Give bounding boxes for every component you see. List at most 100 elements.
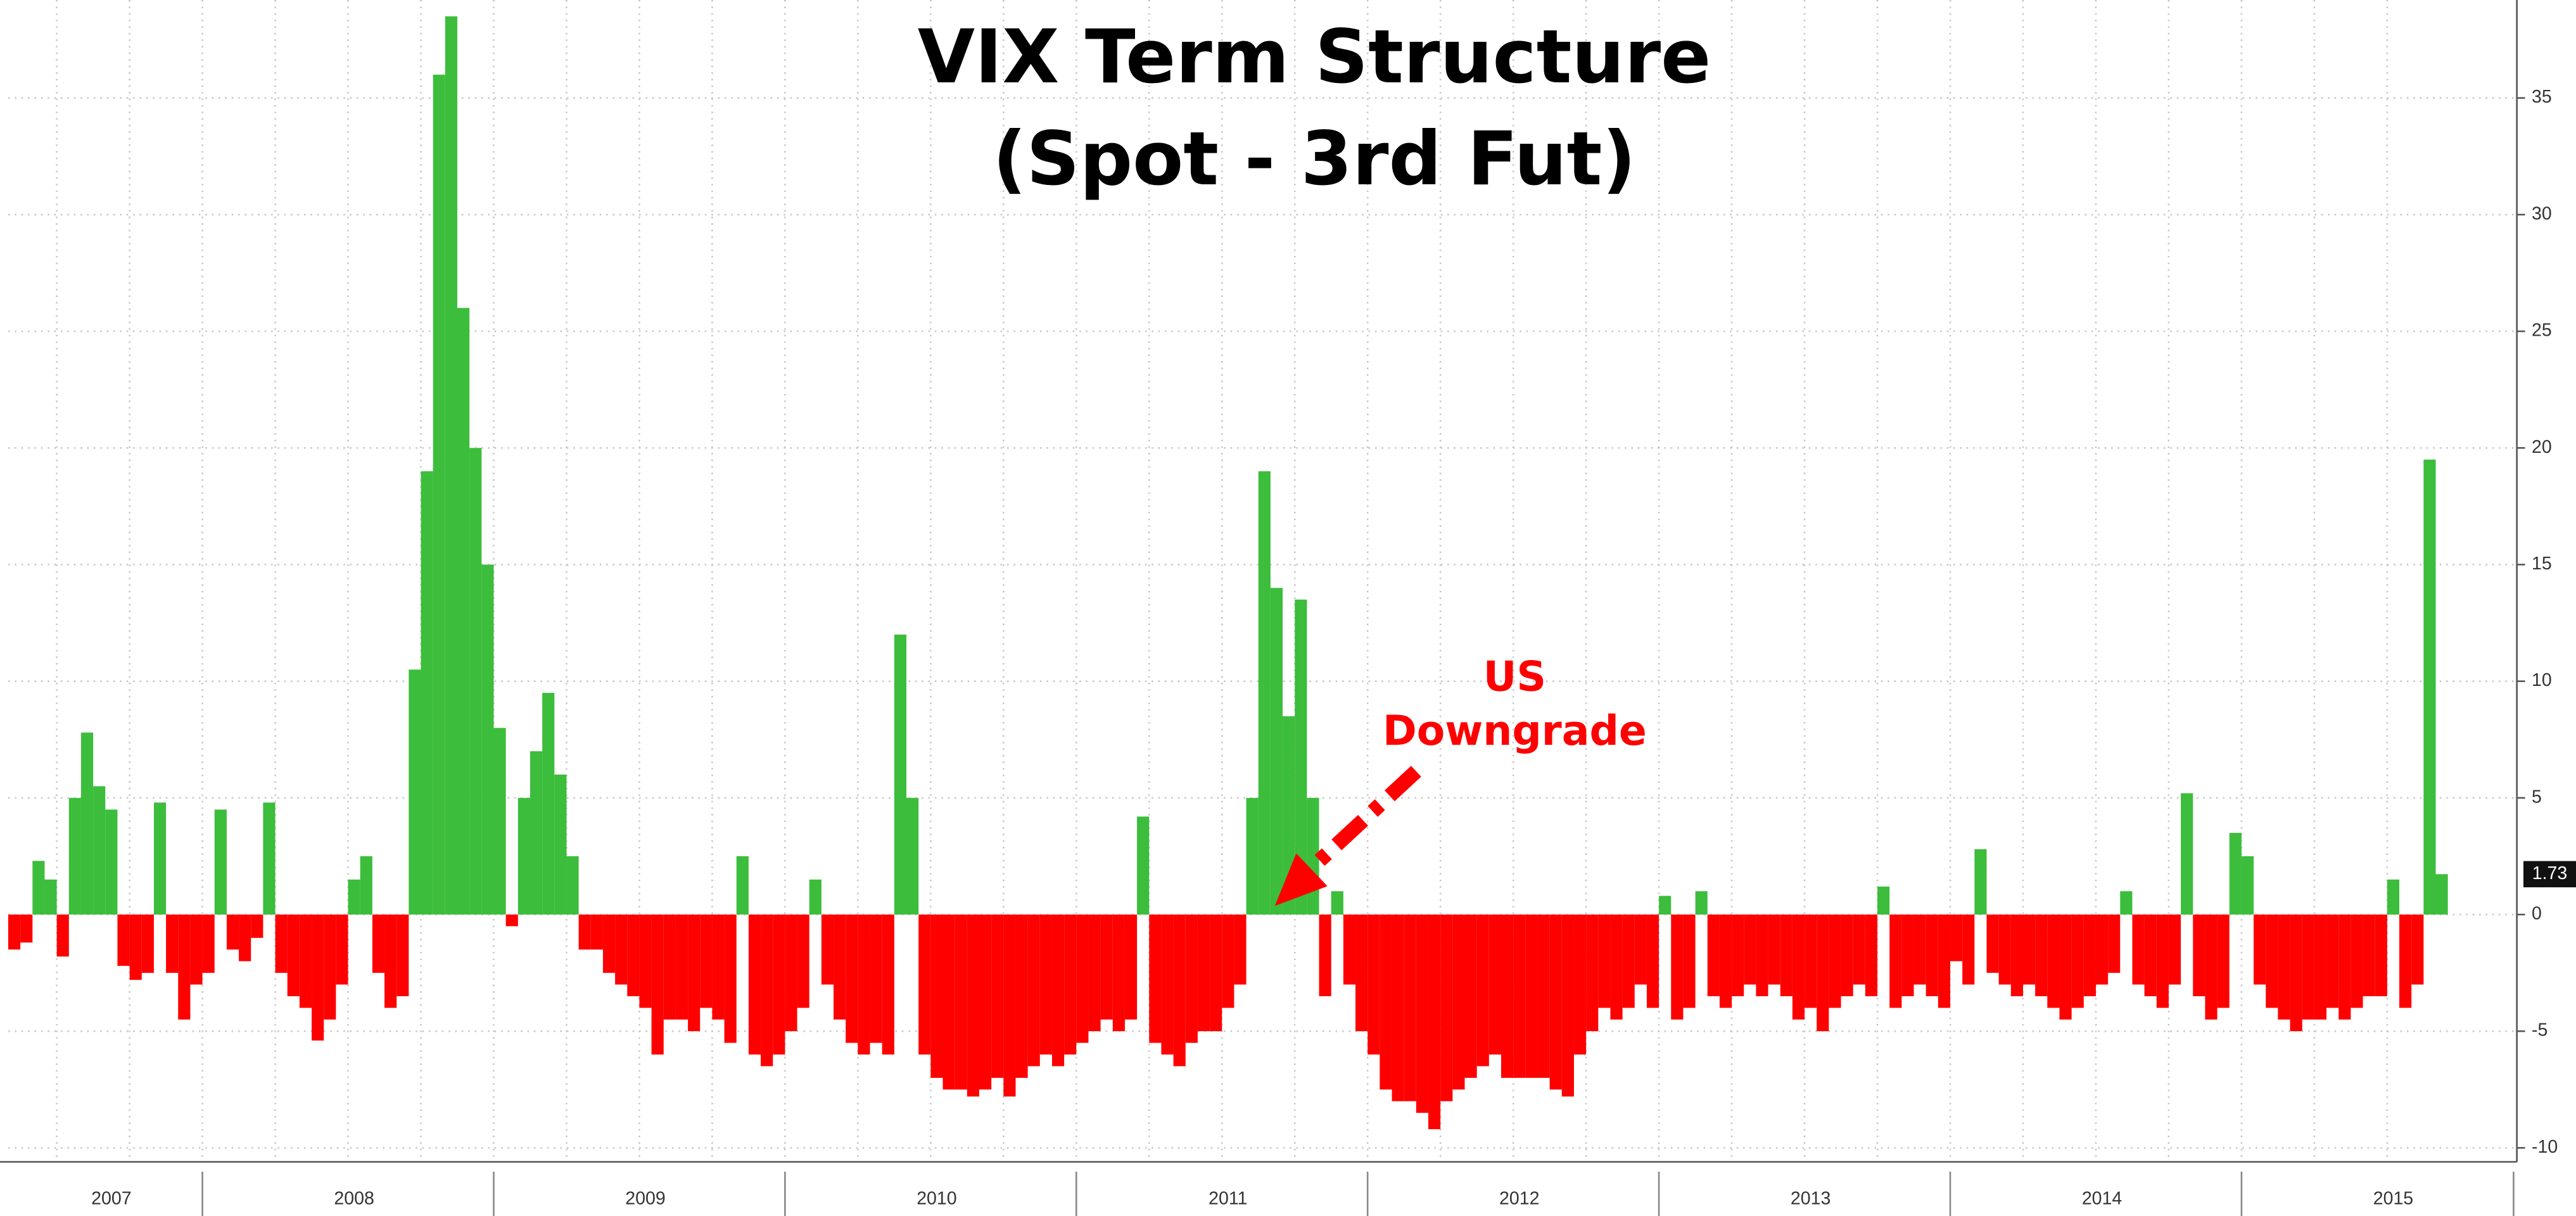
bar <box>1586 915 1599 1032</box>
bar <box>1488 915 1501 1055</box>
bar <box>797 915 809 1008</box>
bar <box>1792 915 1805 1020</box>
bar <box>542 693 555 915</box>
bar <box>1015 915 1028 1078</box>
bar <box>1622 915 1635 1008</box>
bar <box>1744 915 1756 985</box>
bar <box>56 915 69 957</box>
bar <box>336 915 348 985</box>
bar <box>1513 915 1526 1078</box>
bar <box>663 915 676 1020</box>
bar <box>1258 471 1271 915</box>
bar <box>1246 797 1259 915</box>
y-tick-label: 30 <box>2532 203 2552 224</box>
x-tick-label: 2013 <box>1791 1189 1830 1209</box>
y-tick-label: 20 <box>2532 437 2552 457</box>
bar <box>166 915 179 973</box>
bar <box>1913 915 1926 985</box>
bar <box>1732 915 1744 996</box>
bar <box>348 879 360 915</box>
bar <box>627 915 640 996</box>
bar <box>1841 915 1853 996</box>
x-tick-label: 2012 <box>1499 1189 1539 1209</box>
bar <box>1464 915 1477 1078</box>
chart-title: VIX Term Structure <box>918 14 1711 100</box>
bar <box>1707 915 1720 996</box>
bar <box>433 74 445 915</box>
bar <box>105 809 118 915</box>
bar <box>80 732 94 915</box>
bar <box>32 861 45 915</box>
bar <box>1719 915 1732 1008</box>
bar <box>2168 915 2181 985</box>
bar <box>1234 915 1247 985</box>
bar <box>44 879 57 915</box>
bar <box>299 915 312 1008</box>
bar <box>1865 915 1878 996</box>
y-tick-label: 10 <box>2532 670 2552 690</box>
bar <box>409 669 421 915</box>
bar <box>2059 915 2072 1020</box>
bar <box>1610 915 1623 1020</box>
bar <box>2302 915 2314 1020</box>
bar <box>1343 915 1356 985</box>
bar <box>1768 915 1780 985</box>
bar <box>1889 915 1902 1008</box>
bar <box>2035 915 2048 996</box>
bar <box>578 915 591 950</box>
bar <box>2156 915 2169 1008</box>
bar <box>141 915 154 973</box>
bar <box>2120 891 2133 915</box>
bar <box>2387 879 2400 915</box>
bar <box>324 915 336 1020</box>
x-tick-label: 2008 <box>334 1189 374 1209</box>
bar <box>2326 915 2339 1008</box>
bar <box>1064 915 1077 1055</box>
bar <box>602 915 616 973</box>
bar <box>1149 915 1162 1043</box>
last-value-box <box>2523 861 2576 888</box>
bar <box>2071 915 2084 1008</box>
bar <box>1573 915 1587 1055</box>
bar <box>1998 915 2011 985</box>
bar <box>263 802 276 915</box>
bar <box>1319 915 1331 996</box>
y-tick-label: -10 <box>2532 1137 2558 1157</box>
bar <box>1270 588 1283 915</box>
bar <box>955 915 967 1090</box>
y-tick-label: 25 <box>2532 320 2552 341</box>
bar <box>190 915 203 985</box>
bar <box>882 915 894 1055</box>
bar <box>397 915 409 996</box>
bar <box>2022 915 2036 985</box>
bar <box>2217 915 2230 1008</box>
bar <box>1039 915 1052 1055</box>
bar <box>918 915 931 1055</box>
bar <box>2241 856 2254 915</box>
bar <box>748 915 761 1055</box>
annotation: Downgrade <box>1383 707 1647 755</box>
bar <box>942 915 955 1090</box>
bar <box>2399 915 2412 1008</box>
y-tick-label: 5 <box>2532 787 2542 807</box>
bar <box>1380 915 1392 1090</box>
bar <box>1173 915 1186 1067</box>
bar <box>275 915 288 973</box>
bar <box>1986 915 1999 973</box>
bars <box>8 16 2448 1129</box>
bar <box>1088 915 1101 1032</box>
bar <box>1598 915 1611 1008</box>
bar <box>2181 793 2193 915</box>
bar <box>1634 915 1647 985</box>
bar <box>2363 915 2375 996</box>
bar <box>1003 915 1016 1097</box>
bar <box>1561 915 1574 1097</box>
bar <box>651 915 664 1055</box>
bar <box>1646 915 1659 1008</box>
bar <box>372 915 385 973</box>
bar <box>1124 915 1138 1020</box>
bar <box>226 915 239 950</box>
bar <box>1926 915 1938 996</box>
